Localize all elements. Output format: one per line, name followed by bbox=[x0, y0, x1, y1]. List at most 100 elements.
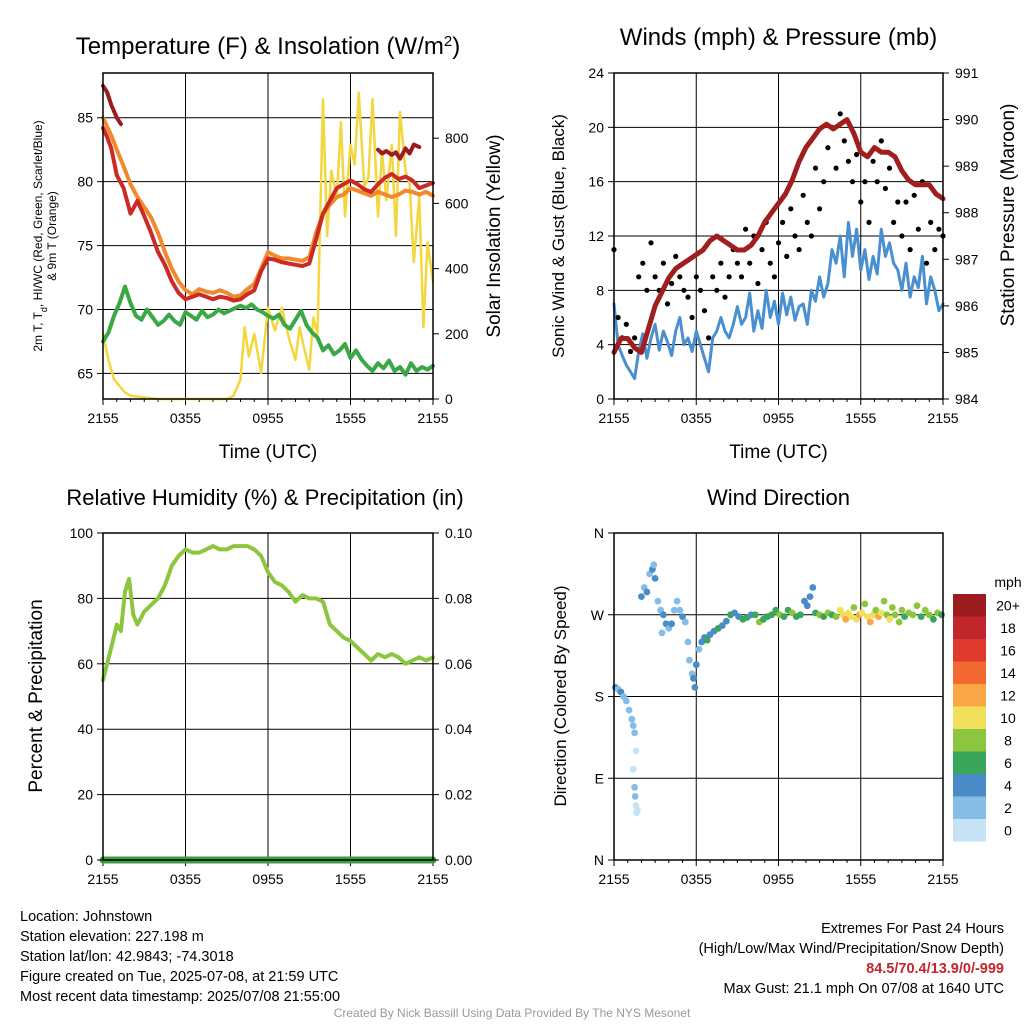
colorbar-label: 12 bbox=[1000, 687, 1016, 703]
gust-point bbox=[792, 233, 798, 239]
colorbar-label: 14 bbox=[1000, 665, 1016, 681]
wind-direction-point bbox=[866, 618, 874, 626]
colorbar-unit-label: mph bbox=[994, 574, 1021, 590]
wind-direction-point bbox=[631, 793, 639, 800]
wind-direction-point bbox=[780, 613, 788, 620]
wind-direction-point bbox=[622, 697, 630, 705]
wind-direction-point bbox=[676, 606, 684, 614]
gust-point bbox=[693, 274, 699, 280]
gust-point bbox=[903, 199, 909, 205]
sonic-wind-line bbox=[612, 220, 945, 381]
rh-ytick-label: 100 bbox=[70, 525, 94, 541]
wind-direction-point bbox=[898, 606, 906, 614]
colorbar-label: 20+ bbox=[996, 597, 1020, 613]
gust-point bbox=[812, 165, 819, 171]
temp-xtick-label: 2155 bbox=[87, 410, 118, 426]
colorbar-swatch bbox=[953, 661, 986, 684]
rh-ytick-label: 80 bbox=[77, 590, 93, 606]
gust-point bbox=[882, 185, 889, 192]
gust-point bbox=[878, 138, 884, 144]
temp-y2tick-label: 0 bbox=[445, 391, 453, 407]
gust-point bbox=[706, 335, 712, 341]
gust-point bbox=[899, 233, 905, 239]
winds-yaxis-label: Sonic Wind & Gust (Blue, Black) bbox=[549, 114, 568, 358]
temp-ytick-label: 70 bbox=[77, 302, 93, 318]
wind-direction-point bbox=[654, 597, 662, 605]
gust-point bbox=[632, 335, 638, 341]
gust-point bbox=[755, 280, 761, 287]
recent-data-timestamp: Most recent data timestamp: 2025/07/08 2… bbox=[20, 989, 341, 1005]
figure-created: Figure created on Tue, 2025-07-08, at 21… bbox=[20, 969, 339, 985]
colorbar-swatch bbox=[953, 796, 986, 819]
rh-y2tick-label: 0.02 bbox=[445, 787, 472, 803]
colorbar-swatch bbox=[953, 594, 986, 617]
wind-direction-point bbox=[631, 783, 638, 791]
gust-point bbox=[915, 226, 921, 232]
temp-y2tick-label: 400 bbox=[445, 261, 469, 277]
wind-direction-point bbox=[872, 606, 880, 614]
gust-point bbox=[780, 219, 786, 225]
credit-line: Created By Nick Bassill Using Data Provi… bbox=[333, 1006, 691, 1020]
extremes-title: Extremes For Past 24 Hours bbox=[821, 921, 1004, 937]
wdir-ytick-label: E bbox=[595, 770, 604, 786]
temp-xtick-label: 1555 bbox=[335, 410, 366, 426]
gust-point bbox=[849, 179, 856, 185]
rh-xtick-label: 2155 bbox=[417, 871, 448, 887]
colorbar-swatch bbox=[953, 706, 986, 729]
temp-xtick-label: 2155 bbox=[417, 410, 448, 426]
gust-point bbox=[817, 206, 823, 212]
temp-ytick-label: 75 bbox=[77, 238, 93, 254]
wind-direction-point bbox=[797, 611, 804, 619]
wdir-xtick-label: 0355 bbox=[681, 871, 712, 887]
wind-direction-point bbox=[679, 613, 686, 620]
rh-xtick-label: 2155 bbox=[87, 871, 118, 887]
colorbar-label: 18 bbox=[1000, 620, 1016, 636]
wind-direction-point bbox=[772, 606, 780, 614]
colorbar-swatch bbox=[953, 774, 986, 797]
wind-direction-point bbox=[686, 656, 693, 664]
temp-xaxis-label: Time (UTC) bbox=[219, 442, 318, 463]
gust-point bbox=[911, 192, 917, 198]
gust-point bbox=[771, 274, 778, 280]
wind-direction-point bbox=[690, 674, 697, 682]
gust-point bbox=[775, 240, 782, 246]
colorbar-label: 2 bbox=[1004, 800, 1012, 816]
wind-direction-point bbox=[803, 602, 811, 610]
rh-ytick-label: 0 bbox=[85, 852, 93, 868]
wind-direction-point bbox=[629, 722, 637, 729]
winds-ytick-label: 24 bbox=[588, 65, 604, 81]
wind-direction-point bbox=[913, 602, 921, 610]
rh-yaxis-label: Percent & Precipitation bbox=[26, 599, 47, 792]
wind-direction-point bbox=[861, 600, 869, 608]
colorbar-swatch bbox=[953, 616, 986, 639]
wind-direction-point bbox=[847, 613, 855, 620]
gust-point bbox=[701, 308, 708, 314]
wdir-xtick-label: 1555 bbox=[845, 871, 876, 887]
wind-direction-point bbox=[809, 584, 817, 591]
winds-y2tick-label: 987 bbox=[955, 251, 979, 267]
rh-xtick-label: 0355 bbox=[170, 871, 201, 887]
gust-point bbox=[788, 206, 794, 212]
colorbar-label: 0 bbox=[1004, 822, 1012, 838]
winds-y2tick-label: 989 bbox=[955, 158, 979, 174]
wdir-plot: 2155 0355 0955 1555 2155 N E S W N Wind Direction D… bbox=[551, 485, 959, 887]
wind-direction-point bbox=[842, 615, 850, 623]
gust-point bbox=[714, 287, 720, 293]
gust-point bbox=[759, 247, 765, 253]
wind-direction-point bbox=[806, 593, 814, 600]
rh-y2tick-label: 0.08 bbox=[445, 590, 472, 606]
extremes-panel: Extremes For Past 24 Hours (High/Low/Max… bbox=[544, 919, 1004, 999]
extremes-subtitle: (High/Low/Max Wind/Precipitation/Snow De… bbox=[698, 941, 1004, 957]
gust-point bbox=[664, 301, 671, 307]
dewpoint-line bbox=[101, 284, 435, 377]
wind-direction-point bbox=[629, 765, 637, 773]
gust-point bbox=[932, 247, 938, 253]
wdir-xtick-label: 2155 bbox=[598, 871, 629, 887]
wind-direction-point bbox=[858, 609, 866, 617]
temp-y2axis-label: Solar Insolation (Yellow) bbox=[484, 134, 505, 337]
rh-y2tick-label: 0.06 bbox=[445, 656, 472, 672]
gust-point bbox=[800, 192, 806, 198]
colorbar-swatch bbox=[953, 819, 986, 842]
gust-point bbox=[627, 348, 634, 355]
wind-direction-point bbox=[864, 613, 871, 620]
